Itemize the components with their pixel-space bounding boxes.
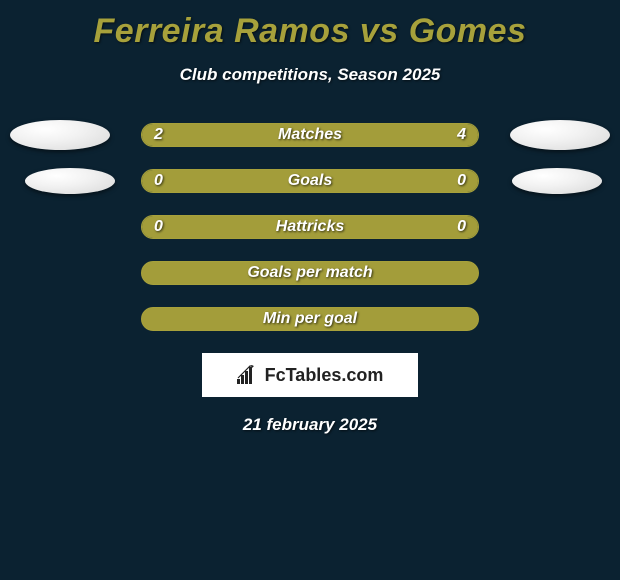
stat-bar-track: 0 0 Goals [141, 169, 479, 193]
stat-label: Min per goal [263, 310, 357, 328]
stat-bar-left [142, 170, 310, 192]
stat-value-left: 2 [154, 126, 163, 144]
comparison-area: 2 4 Matches 0 0 Goals 0 0 Hattricks Goals per mat… [0, 123, 620, 331]
page-subtitle: Club competitions, Season 2025 [0, 65, 620, 85]
stat-label: Hattricks [276, 218, 344, 236]
branding-text: FcTables.com [265, 365, 384, 386]
player-left-avatar [10, 120, 110, 150]
comparison-row: Goals per match [0, 261, 620, 285]
stat-value-left: 0 [154, 218, 163, 236]
page-title: Ferreira Ramos vs Gomes [0, 0, 620, 51]
stat-bar-right [310, 170, 478, 192]
player-right-avatar [510, 120, 610, 150]
stat-label: Goals per match [247, 264, 372, 282]
stat-bar-track: Goals per match [141, 261, 479, 285]
comparison-row: 0 0 Goals [0, 169, 620, 193]
stat-value-left: 0 [154, 172, 163, 190]
stat-value-right: 4 [457, 126, 466, 144]
stat-value-right: 0 [457, 172, 466, 190]
comparison-row: 2 4 Matches [0, 123, 620, 147]
stat-bar-track: 0 0 Hattricks [141, 215, 479, 239]
stat-value-right: 0 [457, 218, 466, 236]
stat-bar-track: Min per goal [141, 307, 479, 331]
comparison-row: 0 0 Hattricks [0, 215, 620, 239]
stat-label: Goals [288, 172, 332, 190]
footer-date: 21 february 2025 [0, 415, 620, 435]
comparison-row: Min per goal [0, 307, 620, 331]
bars-icon [237, 365, 259, 385]
branding-badge: FcTables.com [202, 353, 418, 397]
player-left-avatar [25, 168, 115, 194]
player-right-avatar [512, 168, 602, 194]
stat-bar-track: 2 4 Matches [141, 123, 479, 147]
stat-label: Matches [278, 126, 342, 144]
